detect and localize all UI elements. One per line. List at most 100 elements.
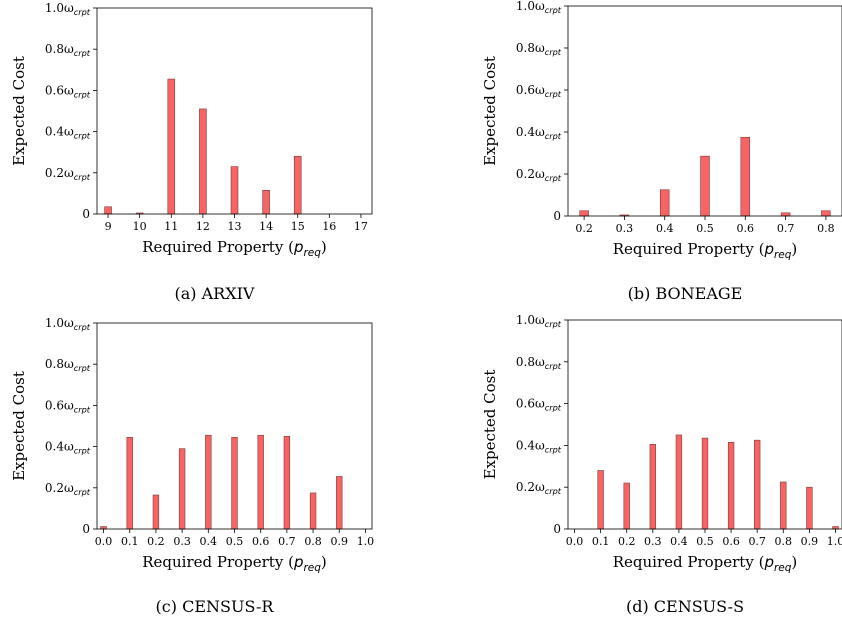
y-tick-label: 0.4ωcrpt [45, 125, 91, 141]
bar [153, 495, 159, 529]
bar [807, 487, 813, 529]
x-axis-label: Required Property (preq) [142, 553, 327, 574]
x-axis-label: Required Property (preq) [142, 238, 327, 259]
x-tick-label: 0.0 [566, 535, 584, 548]
y-tick-label: 0 [82, 207, 90, 221]
panel-census-r: 0.0 0.1 0.2 0.3 0.4 0.5 0.6 0.7 0.8 0.9 1.0 0 0.2ωcr… [10, 316, 374, 616]
x-axis-label: Required Property (preq) [613, 553, 798, 574]
x-axis-label: Required Property (preq) [613, 240, 798, 261]
bar [728, 442, 734, 529]
bar [676, 435, 682, 529]
x-tick-label: 0.5 [696, 222, 714, 235]
x-tick-label: 0.8 [304, 535, 322, 548]
bar [310, 493, 316, 529]
bar [781, 213, 790, 216]
bar [205, 435, 211, 529]
y-tick-label: 0.8ωcrpt [516, 41, 562, 57]
x-tick-label: 0.2 [147, 535, 165, 548]
x-tick-label: 0.4 [200, 535, 218, 548]
x-tick-label: 0.8 [817, 222, 835, 235]
bar [179, 449, 185, 529]
y-tick-label: 1.0ωcrpt [45, 316, 91, 332]
y-tick-label: 0 [553, 209, 561, 223]
x-tick-label: 0.8 [775, 535, 793, 548]
x-tick-label: 11 [164, 220, 178, 233]
y-tick-label: 0.2ωcrpt [45, 481, 91, 497]
bar [294, 156, 301, 214]
x-tick-label: 1.0 [357, 535, 375, 548]
x-tick-label: 13 [228, 220, 242, 233]
x-tick-label: 0.6 [722, 535, 740, 548]
y-tick-label: 0.8ωcrpt [45, 357, 91, 373]
y-tick-label: 1.0ωcrpt [45, 1, 91, 17]
x-tick-label: 0.3 [644, 535, 662, 548]
y-tick-label: 0.6ωcrpt [516, 397, 562, 413]
x-tick-label: 12 [196, 220, 210, 233]
panel-arxiv: 9 10 11 12 13 14 15 16 17 0 0.2ωcrpt 0.4ωcrpt 0.6ωcr… [10, 1, 372, 303]
x-tick-label: 0.7 [748, 535, 766, 548]
x-tick-label: 0.0 [95, 535, 113, 548]
bar [127, 437, 133, 529]
bar [284, 436, 290, 529]
bar [821, 211, 830, 216]
y-tick-label: 0.8ωcrpt [516, 355, 562, 371]
x-tick-label: 0.1 [121, 535, 139, 548]
y-axis-label: Expected Cost [10, 56, 28, 166]
y-tick-label: 0.2ωcrpt [516, 480, 562, 496]
bar [258, 435, 264, 529]
x-tick-label: 0.9 [801, 535, 819, 548]
y-tick-label: 0.8ωcrpt [45, 42, 91, 58]
y-tick-label: 1.0ωcrpt [516, 0, 562, 15]
y-tick-label: 1.0ωcrpt [516, 313, 562, 329]
bar [741, 137, 750, 216]
x-tick-label: 16 [322, 220, 336, 233]
x-tick-label: 10 [133, 220, 147, 233]
bar [199, 109, 206, 214]
bar [754, 440, 760, 529]
x-tick-label: 9 [105, 220, 112, 233]
panel-caption: (c) CENSUS-R [156, 597, 275, 616]
panel-boneage: 0.2 0.3 0.4 0.5 0.6 0.7 0.8 0 0.2ωcrpt 0.4ωcrpt 0.… [481, 0, 842, 303]
y-tick-label: 0 [82, 522, 90, 536]
bar [336, 476, 342, 529]
y-tick-label: 0.2ωcrpt [45, 166, 91, 182]
y-axis-label: Expected Cost [481, 56, 499, 166]
y-axis-label: Expected Cost [481, 370, 499, 480]
y-tick-label: 0.4ωcrpt [45, 440, 91, 456]
bar [598, 470, 604, 529]
bar [660, 190, 669, 216]
panel-caption: (d) CENSUS-S [626, 597, 744, 616]
panel-caption: (b) BONEAGE [628, 284, 743, 303]
y-axis-label: Expected Cost [10, 371, 28, 481]
panel-caption: (a) ARXIV [175, 284, 255, 303]
x-tick-label: 0.7 [278, 535, 296, 548]
bar [702, 438, 708, 529]
y-tick-label: 0.6ωcrpt [516, 83, 562, 99]
x-tick-label: 0.6 [252, 535, 270, 548]
bar [232, 437, 238, 529]
y-tick-label: 0.2ωcrpt [516, 167, 562, 183]
x-tick-label: 14 [259, 220, 273, 233]
x-tick-label: 0.9 [331, 535, 349, 548]
panel-census-s: 0.0 0.1 0.2 0.3 0.4 0.5 0.6 0.7 0.8 0.9 1.0 0 0.2ωcr… [481, 313, 842, 616]
x-tick-label: 0.6 [737, 222, 755, 235]
x-tick-label: 0.5 [696, 535, 714, 548]
bar [580, 211, 589, 216]
x-tick-label: 0.2 [575, 222, 593, 235]
x-tick-label: 0.2 [618, 535, 636, 548]
x-tick-label: 0.3 [616, 222, 634, 235]
bar [650, 444, 656, 529]
x-tick-label: 0.5 [226, 535, 244, 548]
x-tick-label: 0.1 [592, 535, 610, 548]
bar [701, 156, 710, 216]
y-tick-label: 0.6ωcrpt [45, 83, 91, 99]
bar [105, 207, 112, 214]
bar [168, 79, 175, 214]
x-tick-label: 15 [291, 220, 305, 233]
bar [780, 482, 786, 529]
x-tick-label: 0.4 [670, 535, 688, 548]
y-tick-label: 0.6ωcrpt [45, 398, 91, 414]
x-tick-label: 17 [354, 220, 368, 233]
y-tick-label: 0 [553, 522, 561, 536]
